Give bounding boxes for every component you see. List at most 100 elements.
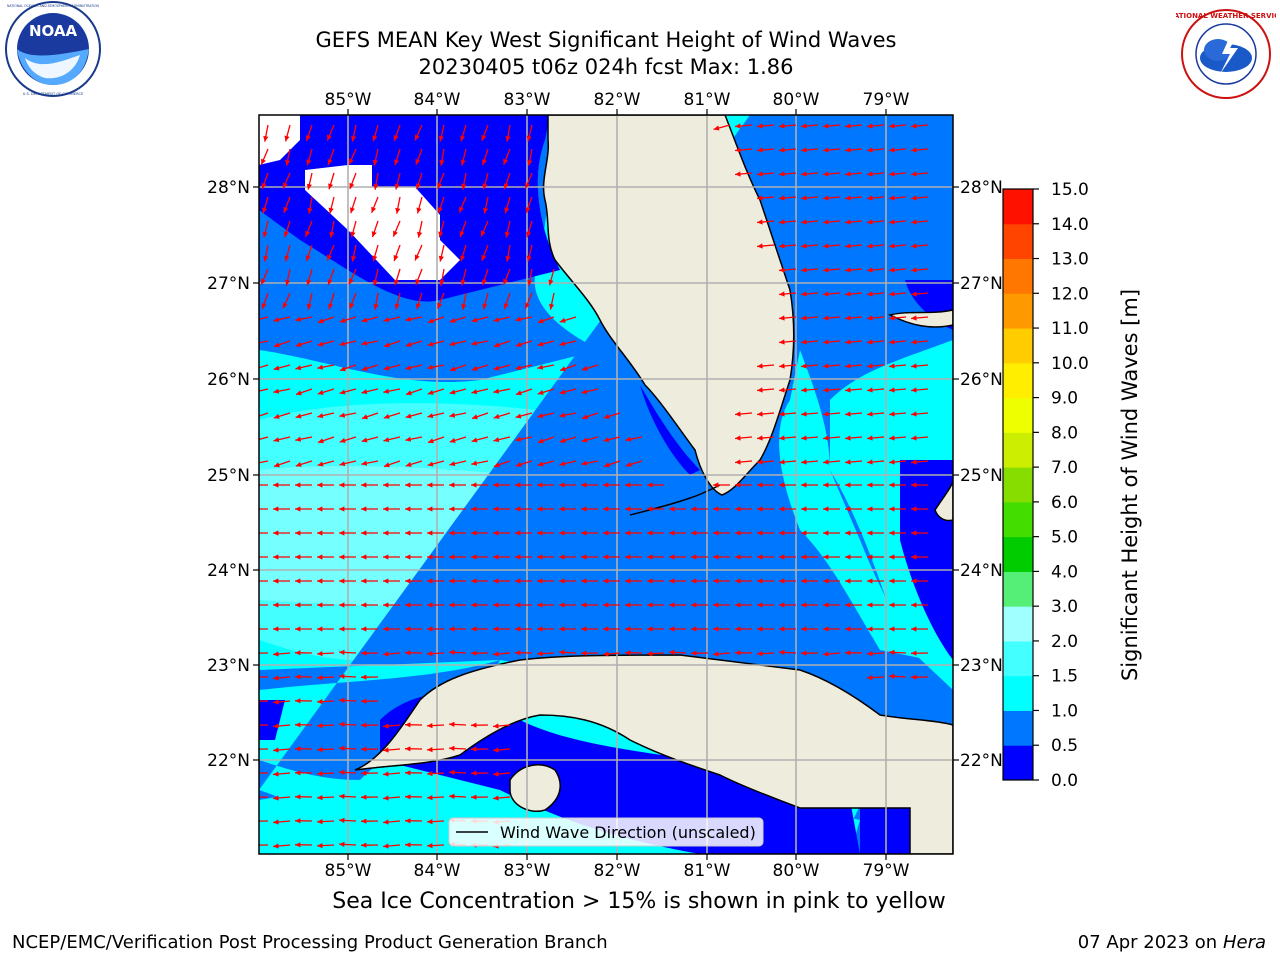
- wind-arrow-head: [779, 435, 785, 441]
- wind-arrow-head: [537, 506, 543, 512]
- wind-arrow-head: [405, 390, 412, 396]
- wind-arrow-head: [801, 267, 807, 273]
- wind-arrow-head: [503, 158, 509, 165]
- wind-arrow: [259, 436, 269, 441]
- wind-arrow-head: [911, 482, 917, 488]
- wind-arrow-head: [603, 554, 609, 560]
- wind-arrow-head: [427, 771, 433, 777]
- wind-arrow-head: [351, 135, 357, 142]
- wind-arrow-head: [372, 159, 378, 166]
- wind-arrow-head: [691, 506, 697, 512]
- wind-arrow-head: [251, 578, 256, 583]
- wind-arrow-head: [349, 207, 355, 214]
- wind-arrow-head: [503, 303, 509, 310]
- wind-arrow-head: [339, 366, 346, 372]
- wind-arrow-head: [559, 578, 565, 584]
- wind-arrow-head: [527, 279, 533, 286]
- wind-arrow-head: [339, 793, 345, 799]
- wind-arrow: [259, 316, 269, 321]
- wind-arrow-head: [867, 435, 873, 441]
- wind-arrow-head: [273, 795, 279, 801]
- colorbar-tick-label: 7.0: [1051, 458, 1078, 478]
- wind-arrow-head: [779, 363, 785, 369]
- wind-arrow-head: [779, 267, 785, 273]
- wind-arrow-head: [493, 602, 499, 608]
- colorbar-segment: [1003, 467, 1033, 503]
- wind-arrow-head: [625, 578, 631, 584]
- wind-arrow-head: [559, 341, 566, 347]
- wind-arrow-head: [823, 578, 829, 584]
- wind-arrow-head: [273, 602, 279, 608]
- wind-arrow-head: [581, 414, 588, 420]
- wind-arrow-head: [911, 411, 917, 417]
- wind-arrow-head: [339, 554, 345, 560]
- wind-arrow-head: [405, 316, 412, 322]
- footer-date: 07 Apr 2023 on Hera: [1078, 932, 1266, 953]
- wave-band-0.0-0.5: [860, 800, 910, 854]
- colorbar-segment: [1003, 362, 1033, 399]
- wind-arrow-head: [361, 554, 367, 560]
- wind-arrow-head: [493, 771, 499, 777]
- colorbar-frame: [1002, 188, 1034, 781]
- wind-arrow: [259, 364, 269, 369]
- wind-arrow-head: [867, 530, 873, 536]
- wind-arrow-head: [306, 279, 312, 286]
- wind-arrow-head: [505, 135, 511, 142]
- wind-arrow-head: [427, 506, 433, 512]
- wind-arrow-head: [493, 437, 500, 443]
- wind-arrow-head: [647, 482, 653, 488]
- wind-arrow-head: [669, 649, 675, 655]
- wind-arrow-head: [373, 183, 379, 190]
- nws-ring-text: NATIONAL WEATHER SERVICE: [1176, 12, 1276, 20]
- wind-arrow-head: [559, 389, 566, 395]
- wind-arrow-head: [889, 482, 895, 488]
- wind-arrow-head: [801, 554, 807, 560]
- chart-subtitle: 20230405 t06z 024h fcst Max: 1.86: [418, 55, 794, 79]
- wind-arrow-head: [505, 255, 511, 262]
- wind-arrow-head: [405, 770, 411, 776]
- colorbar-segment: [1003, 710, 1033, 746]
- wind-arrow-head: [471, 506, 477, 512]
- wind-arrow-head: [317, 747, 323, 753]
- wind-arrow-head: [427, 461, 434, 467]
- wind-arrow-head: [361, 340, 368, 346]
- wind-arrow-head: [252, 317, 258, 322]
- wind-arrow-head: [339, 341, 346, 347]
- wind-arrow-head: [537, 482, 543, 488]
- wind-arrow-head: [911, 578, 917, 584]
- wind-arrow-head: [383, 795, 389, 801]
- wind-arrow-head: [317, 438, 324, 444]
- lat-label-left: 26°N: [207, 370, 250, 390]
- wind-arrow-head: [559, 317, 566, 323]
- wind-arrow-head: [427, 626, 433, 632]
- wind-arrow-head: [405, 818, 411, 824]
- colorbar-tick-label: 0.0: [1051, 771, 1078, 791]
- wind-arrow-head: [537, 341, 544, 347]
- wind-arrow-head: [251, 723, 256, 728]
- wind-arrow-head: [779, 315, 785, 321]
- wind-arrow-head: [537, 602, 543, 608]
- wind-arrow-head: [394, 279, 400, 286]
- map-frame: [258, 114, 954, 855]
- wind-arrow-head: [295, 842, 301, 848]
- wind-arrow-head: [559, 530, 565, 536]
- wind-arrow-head: [823, 459, 829, 465]
- wind-arrow-head: [757, 506, 763, 512]
- lat-label-right: 25°N: [960, 466, 1003, 486]
- wind-arrow-head: [713, 482, 719, 488]
- wind-arrow-head: [537, 554, 543, 560]
- wind-arrow-head: [911, 147, 917, 153]
- wind-arrow-head: [383, 747, 389, 753]
- wind-arrow-head: [460, 279, 466, 286]
- wind-arrow-head: [483, 207, 489, 214]
- wind-arrow-head: [779, 482, 785, 488]
- wind-arrow-head: [713, 554, 719, 560]
- wind-arrow-head: [373, 303, 379, 310]
- wind-arrow-head: [735, 650, 741, 656]
- wind-arrow-head: [647, 578, 653, 584]
- wind-arrow-head: [251, 819, 256, 824]
- land-bahamas: [887, 309, 953, 328]
- lon-label-bottom: 81°W: [684, 861, 731, 881]
- wind-arrow-head: [823, 267, 829, 273]
- wind-arrow-head: [867, 291, 873, 297]
